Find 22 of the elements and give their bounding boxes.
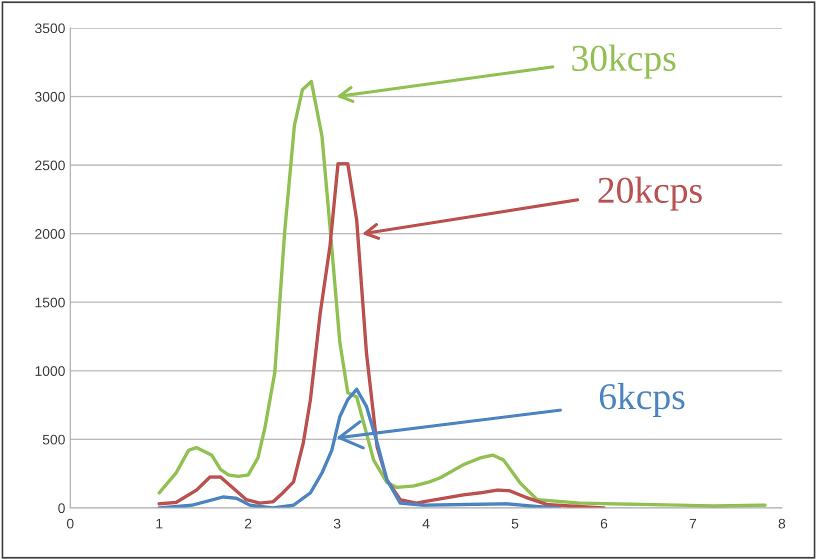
x-tick-label: 0: [66, 518, 74, 529]
x-tick-label: 6: [600, 518, 608, 529]
line-series: [158, 388, 562, 508]
y-tick-label: 500: [42, 434, 65, 445]
x-tick-label: 8: [778, 518, 786, 529]
y-tick-label: 2000: [35, 229, 65, 239]
y-tick-label: 0: [58, 503, 65, 514]
annotation: 20kcps: [598, 176, 702, 211]
y-tick-label: 1500: [36, 298, 65, 308]
y-tick-label: 2500: [35, 160, 65, 170]
y-tick-label: 3500: [35, 23, 65, 34]
x-tick-label: 4: [422, 518, 430, 528]
x-tick-label: 1: [156, 518, 162, 528]
x-tick-label: 5: [512, 518, 518, 529]
annotation: 30kcps: [572, 44, 676, 79]
annotation: 6kcps: [600, 382, 684, 417]
y-tick-label: 3000: [35, 92, 65, 102]
x-tick-label: 2: [245, 518, 252, 528]
x-tick-label: 3: [334, 518, 340, 529]
line-series: [158, 80, 767, 508]
x-tick-label: 7: [690, 518, 696, 528]
y-tick-label: 1000: [36, 366, 65, 376]
